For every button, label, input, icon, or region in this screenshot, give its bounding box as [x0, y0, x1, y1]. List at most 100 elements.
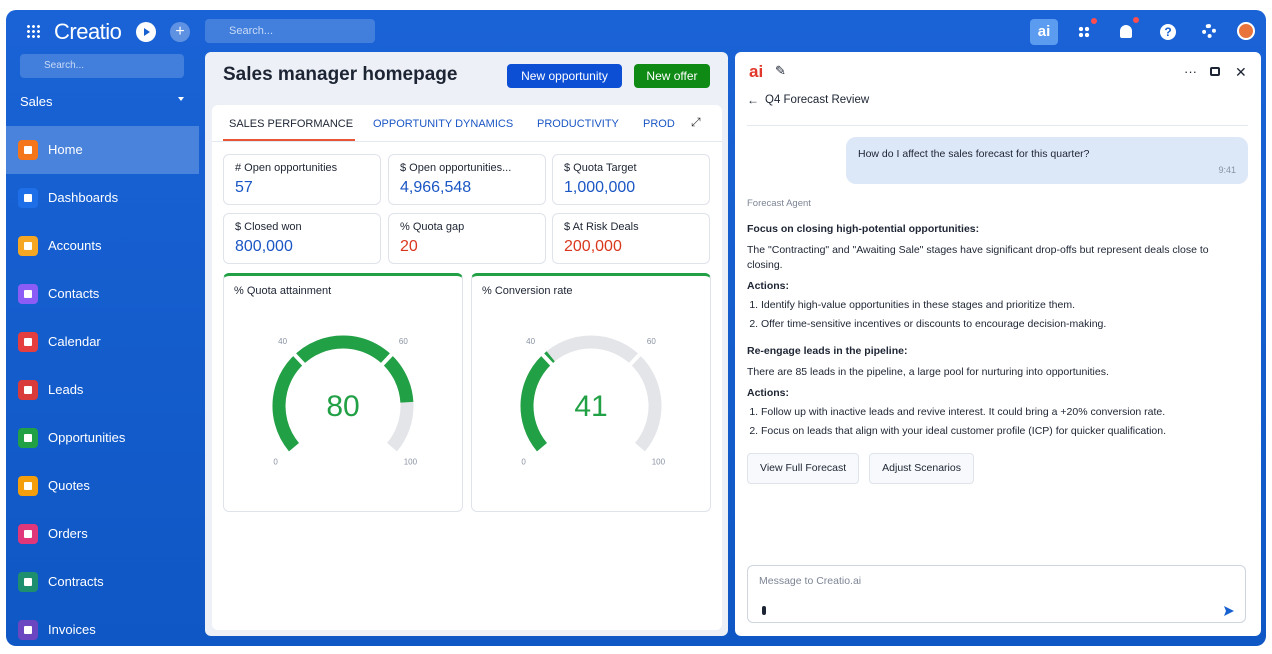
chat-input[interactable]: Message to Creatio.ai: [747, 565, 1246, 623]
kpi-card: $ At Risk Deals 200,000: [552, 213, 710, 264]
new-offer-button[interactable]: New offer: [634, 64, 710, 88]
more-icon[interactable]: ···: [1184, 64, 1197, 79]
actions-list: Follow up with inactive leads and revive…: [747, 405, 1247, 439]
menu-label: Dashboards: [48, 190, 119, 205]
apps-grid-icon[interactable]: [1078, 26, 1090, 38]
menu-glyph: [24, 482, 32, 490]
message-time: 9:41: [1218, 165, 1236, 175]
action-item: Focus on leads that align with your idea…: [761, 424, 1247, 439]
menu-glyph: [24, 290, 32, 298]
gauge-title: % Quota attainment: [234, 285, 332, 297]
menu-label: Invoices: [48, 622, 96, 637]
menu-item[interactable]: Opportunities: [6, 414, 199, 462]
tab[interactable]: OPPORTUNITY DYNAMICS: [373, 118, 514, 130]
tab[interactable]: SALES PERFORMANCE: [229, 118, 354, 130]
menu-item[interactable]: Home: [6, 126, 199, 174]
menu-label: Home: [48, 142, 83, 157]
actions-label: Actions:: [747, 280, 789, 292]
kpi-card: # Open opportunities 57: [223, 154, 381, 205]
gauge-tick-label: 60: [399, 337, 408, 346]
gauge: 0 40 60 100 41: [520, 335, 666, 467]
expand-icon[interactable]: ⤢: [691, 115, 701, 129]
run-button[interactable]: [136, 22, 156, 42]
mic-icon[interactable]: [762, 606, 766, 615]
settings-icon[interactable]: [1202, 24, 1216, 38]
divider: [747, 125, 1248, 126]
menu-glyph: [24, 194, 32, 202]
gauge-separator: [291, 351, 307, 368]
gauge-tick-label: 40: [526, 337, 535, 346]
menu-icon: [18, 572, 38, 592]
menu-search[interactable]: Search...: [20, 54, 184, 78]
menu-item[interactable]: Orders: [6, 510, 199, 558]
kpi-card: $ Closed won 800,000: [223, 213, 381, 264]
menu-item[interactable]: Leads: [6, 366, 199, 414]
gauge-tick-label: 60: [647, 337, 656, 346]
suggestion-button[interactable]: Adjust Scenarios: [869, 453, 974, 484]
suggestion-buttons: View Full Forecast Adjust Scenarios: [747, 453, 1247, 484]
gauge-value: 41: [574, 390, 607, 423]
help-icon[interactable]: ?: [1160, 24, 1176, 40]
menu-label: Contracts: [48, 574, 104, 589]
actions-list: Identify high-value opportunities in the…: [747, 298, 1247, 332]
menu-icon: [18, 236, 38, 256]
global-search[interactable]: Search...: [205, 19, 375, 43]
suggestion-button[interactable]: View Full Forecast: [747, 453, 860, 484]
gauge-separator: [627, 351, 643, 368]
kpi-value: 800,000: [235, 238, 293, 255]
gauge-card: % Quota attainment 0 40 60 100 80: [223, 273, 463, 512]
gauge-tick-label: 0: [273, 458, 278, 467]
back-icon[interactable]: ←: [747, 93, 759, 107]
menu-label: Accounts: [48, 238, 102, 253]
kpi-label: $ Closed won: [235, 221, 302, 233]
menu-item[interactable]: Calendar: [6, 318, 199, 366]
menu-item[interactable]: Accounts: [6, 222, 199, 270]
gauge-value-arc: [272, 335, 414, 452]
page-title: Sales manager homepage: [223, 64, 458, 85]
gauge-tick-label: 40: [278, 337, 287, 346]
tab[interactable]: PRODUCTIVITY: [537, 118, 619, 130]
kpi-label: $ At Risk Deals: [564, 221, 639, 233]
tab[interactable]: PROD: [643, 118, 675, 130]
kpi-label: % Quota gap: [400, 221, 465, 233]
menu-glyph: [24, 242, 32, 250]
close-icon[interactable]: ✕: [1235, 64, 1247, 80]
add-button[interactable]: +: [170, 22, 190, 42]
section-heading: Re-engage leads in the pipeline:: [747, 345, 908, 357]
tab-underline: [223, 139, 355, 141]
gauge-tick-label: 100: [652, 458, 666, 467]
workspace[interactable]: Sales: [20, 94, 53, 109]
dock-icon[interactable]: [1210, 67, 1220, 76]
menu-label: Orders: [48, 526, 88, 541]
tabs-divider: [212, 141, 722, 142]
kpi-value: 4,966,548: [400, 179, 472, 196]
menu-item[interactable]: Quotes: [6, 462, 199, 510]
logo[interactable]: Creatio: [54, 19, 122, 44]
menu-icon: [18, 140, 38, 160]
menu-icon: [18, 524, 38, 544]
edit-icon[interactable]: ✎: [775, 63, 786, 78]
apps-icon[interactable]: [26, 24, 40, 38]
action-item: Offer time-sensitive incentives or disco…: [761, 317, 1247, 332]
gauge-value: 80: [326, 390, 359, 423]
gauge-separator: [379, 351, 395, 368]
input-placeholder: Message to Creatio.ai: [759, 575, 862, 587]
send-icon[interactable]: [1223, 605, 1235, 617]
menu-item[interactable]: Contracts: [6, 558, 199, 606]
notifications-icon[interactable]: [1120, 25, 1132, 38]
menu-glyph: [24, 434, 32, 442]
menu-item[interactable]: Invoices: [6, 606, 199, 654]
kpi-label: $ Open opportunities...: [400, 162, 512, 174]
menu-glyph: [24, 146, 32, 154]
new-opportunity-button[interactable]: New opportunity: [507, 64, 622, 88]
agent-name: Forecast Agent: [747, 198, 811, 209]
menu-icon: [18, 476, 38, 496]
action-item: Identify high-value opportunities in the…: [761, 298, 1247, 313]
gauge-value-arc: [520, 351, 555, 452]
ai-button[interactable]: ai: [1030, 19, 1058, 45]
badge: [1133, 17, 1139, 23]
menu-item[interactable]: Dashboards: [6, 174, 199, 222]
avatar[interactable]: [1237, 22, 1255, 40]
menu-item[interactable]: Contacts: [6, 270, 199, 318]
menu-glyph: [24, 530, 32, 538]
